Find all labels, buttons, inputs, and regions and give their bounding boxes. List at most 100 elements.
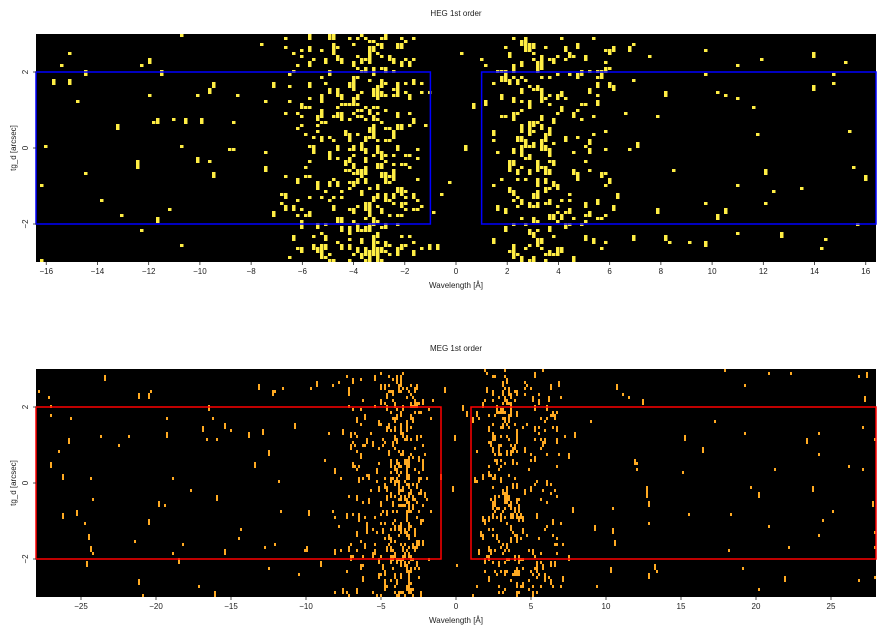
event-pixel — [550, 483, 552, 486]
event-pixel — [758, 492, 760, 498]
event-pixel — [202, 426, 204, 432]
event-pixel — [376, 241, 380, 244]
event-pixel — [534, 456, 536, 462]
event-pixel — [372, 552, 374, 558]
event-pixel — [340, 103, 344, 106]
event-pixel — [394, 480, 396, 486]
event-pixel — [528, 85, 532, 88]
event-pixel — [496, 516, 498, 519]
event-pixel — [506, 546, 508, 549]
event-pixel — [510, 393, 512, 396]
event-pixel — [380, 55, 384, 58]
event-pixel — [404, 163, 408, 166]
event-pixel — [398, 387, 400, 390]
event-pixel — [530, 387, 532, 390]
event-pixel — [448, 181, 452, 184]
event-pixel — [284, 205, 288, 211]
event-pixel — [500, 546, 502, 549]
event-pixel — [368, 211, 372, 214]
event-pixel — [380, 513, 382, 516]
event-pixel — [506, 498, 508, 504]
event-pixel — [568, 52, 572, 58]
event-pixel — [600, 247, 604, 250]
event-pixel — [436, 244, 440, 250]
event-pixel — [528, 229, 532, 235]
event-pixel — [500, 408, 502, 411]
event-pixel — [86, 561, 88, 567]
event-pixel — [532, 193, 536, 199]
event-pixel — [490, 474, 492, 477]
event-pixel — [572, 169, 576, 175]
event-pixel — [400, 573, 402, 579]
event-pixel — [388, 199, 392, 202]
event-pixel — [520, 88, 524, 94]
event-pixel — [316, 223, 320, 229]
event-pixel — [400, 423, 402, 429]
event-pixel — [508, 393, 510, 396]
event-pixel — [380, 573, 382, 576]
event-pixel — [508, 169, 512, 172]
event-pixel — [406, 564, 408, 570]
event-pixel — [512, 447, 514, 453]
event-pixel — [502, 489, 504, 492]
event-pixel — [572, 507, 574, 513]
event-pixel — [348, 181, 352, 184]
event-pixel — [288, 100, 292, 103]
event-pixel — [388, 253, 392, 256]
event-pixel — [296, 112, 300, 115]
event-pixel — [504, 498, 506, 504]
event-pixel — [428, 244, 432, 247]
event-pixel — [498, 564, 500, 567]
event-pixel — [92, 498, 94, 501]
event-pixel — [528, 244, 532, 247]
event-pixel — [206, 438, 208, 441]
event-pixel — [408, 94, 412, 100]
event-pixel — [418, 567, 420, 570]
event-pixel — [556, 537, 558, 540]
event-pixel — [320, 256, 324, 259]
event-pixel — [506, 495, 508, 498]
event-pixel — [502, 492, 504, 495]
event-pixel — [392, 399, 394, 402]
event-pixel — [366, 474, 368, 477]
event-pixel — [406, 483, 408, 486]
event-pixel — [402, 405, 404, 411]
event-pixel — [272, 211, 276, 217]
event-pixel — [140, 64, 144, 67]
event-pixel — [416, 516, 418, 519]
event-pixel — [320, 112, 324, 118]
event-pixel — [378, 420, 380, 426]
event-pixel — [410, 591, 412, 594]
event-pixel — [394, 417, 396, 420]
event-pixel — [238, 537, 240, 540]
x-tick-label: −10 — [193, 267, 207, 276]
y-tick-label: −2 — [21, 219, 30, 229]
event-pixel — [632, 235, 636, 241]
event-pixel — [564, 136, 568, 142]
event-pixel — [360, 540, 362, 543]
event-pixel — [230, 429, 232, 432]
event-pixel — [354, 432, 356, 435]
event-pixel — [182, 543, 184, 546]
event-pixel — [502, 417, 504, 420]
event-pixel — [312, 235, 316, 238]
event-pixel — [418, 471, 420, 474]
event-pixel — [304, 262, 308, 265]
event-pixel — [500, 597, 502, 603]
event-pixel — [416, 199, 420, 202]
event-pixel — [514, 477, 516, 480]
event-pixel — [412, 594, 414, 597]
event-pixel — [522, 528, 524, 534]
event-pixel — [320, 49, 324, 52]
event-pixel — [506, 543, 508, 546]
event-pixel — [332, 259, 336, 262]
event-pixel — [552, 253, 556, 256]
event-pixel — [380, 594, 382, 597]
x-tick-label: 6 — [607, 267, 612, 276]
event-pixel — [392, 390, 394, 396]
event-pixel — [484, 64, 488, 67]
event-pixel — [516, 498, 518, 504]
event-pixel — [396, 477, 398, 483]
event-pixel — [384, 483, 386, 489]
event-pixel — [232, 121, 236, 124]
